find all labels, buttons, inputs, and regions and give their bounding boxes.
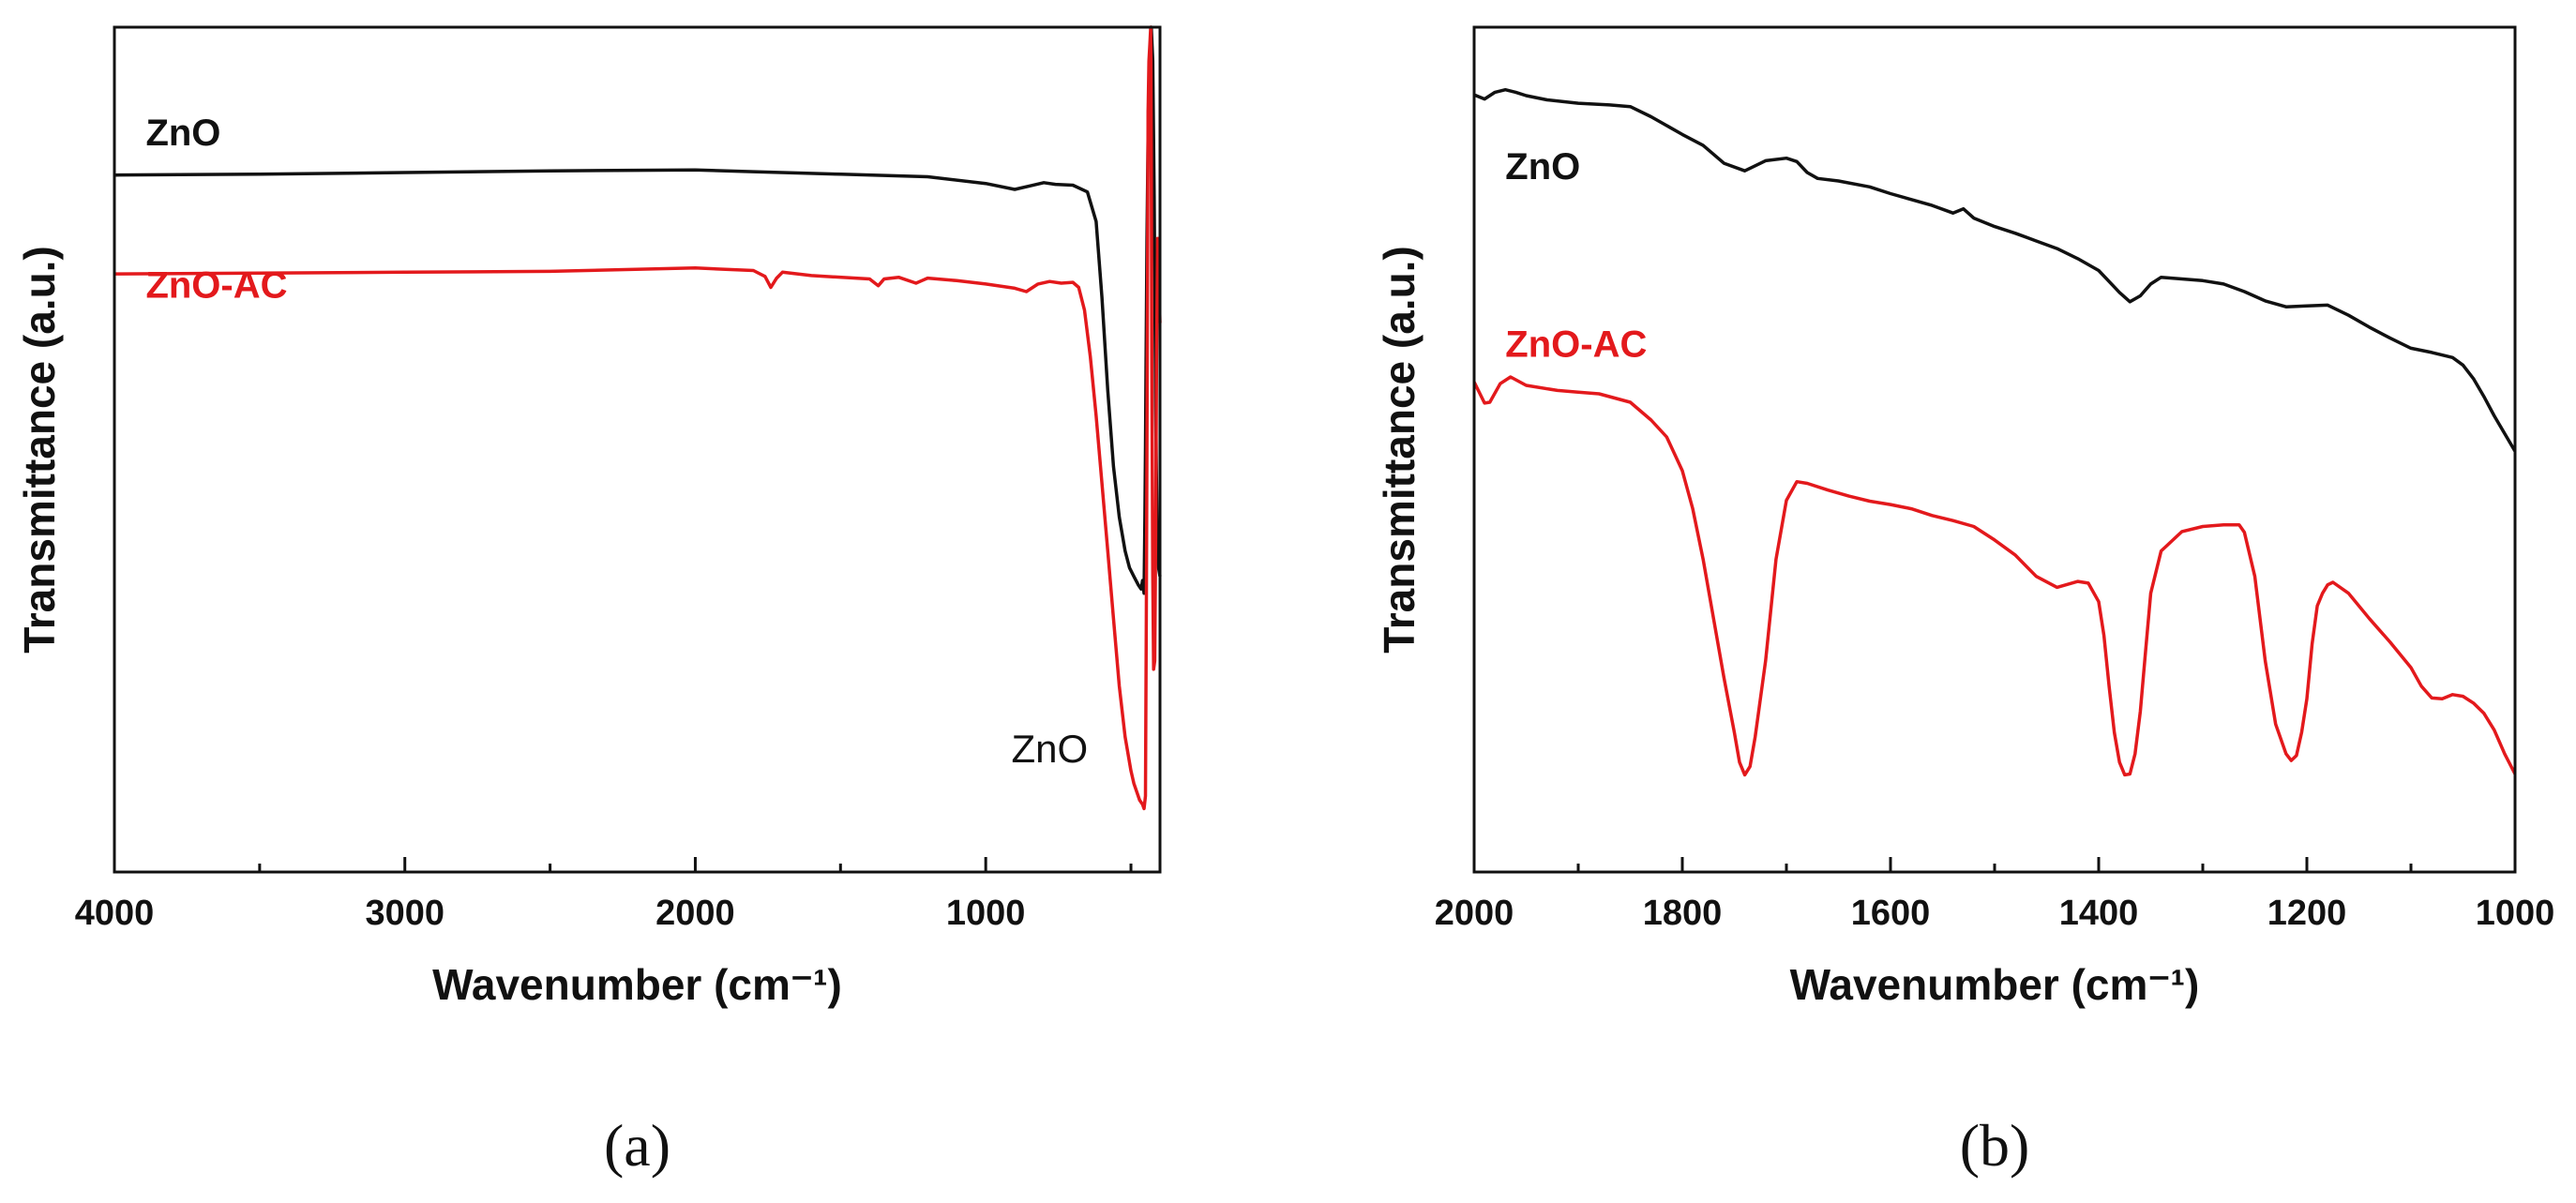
panel-a-x-tick-label: 3000 bbox=[365, 894, 444, 933]
panel-a-series-zno-ac-line bbox=[113, 25, 1162, 811]
panel-a-legend-zno-ac-label: ZnO-AC bbox=[145, 264, 287, 306]
panel-a-series-zno-line bbox=[113, 25, 1162, 595]
panel-a-x-tick-label: 4000 bbox=[75, 894, 155, 933]
panel-b-legend-zno-label: ZnO bbox=[1505, 146, 1580, 188]
panel-b-x-axis-title: Wavenumber (cm⁻¹) bbox=[1790, 960, 2200, 1009]
panel-a-x-tick-label: 1000 bbox=[946, 894, 1026, 933]
panel-b-y-axis-title: Transmittance (a.u.) bbox=[1375, 246, 1424, 654]
panel-a-chart: 4000 3000 2000 1000 Wavenumber (cm⁻¹) Transmi… bbox=[15, 25, 1162, 1179]
panel-b-chart: 2000 1800 1600 1400 1200 1000 Wavenumber (cm⁻¹… bbox=[1375, 25, 2555, 1179]
panel-b-x-tick-label: 1600 bbox=[1851, 894, 1931, 933]
panel-b-label: (b) bbox=[1960, 1112, 2030, 1179]
panel-a-x-axis-title: Wavenumber (cm⁻¹) bbox=[432, 960, 842, 1009]
panel-b-x-tick-label: 1000 bbox=[2476, 894, 2555, 933]
panel-b-x-tick-label: 1400 bbox=[2059, 894, 2139, 933]
panel-a-label: (a) bbox=[604, 1112, 670, 1179]
panel-a-annotation: ZnO bbox=[1011, 727, 1088, 771]
panel-a-legend-zno-label: ZnO bbox=[145, 113, 220, 154]
panel-b-legend-zno-ac-label: ZnO-AC bbox=[1505, 323, 1647, 365]
panel-a-y-axis-title: Transmittance (a.u.) bbox=[15, 246, 64, 654]
panel-a-plot-frame bbox=[113, 25, 1162, 874]
panel-b-plot-frame bbox=[1472, 25, 2517, 874]
panel-b-x-tick-label: 2000 bbox=[1435, 894, 1514, 933]
panel-b-series-zno-ac-line bbox=[1472, 375, 2517, 777]
panel-b-x-tick-label: 1800 bbox=[1643, 894, 1723, 933]
panel-b-series-zno-line bbox=[1473, 87, 2517, 453]
panel-b-x-tick-label: 1200 bbox=[2267, 894, 2347, 933]
panel-a-x-tick-label: 2000 bbox=[655, 894, 735, 933]
